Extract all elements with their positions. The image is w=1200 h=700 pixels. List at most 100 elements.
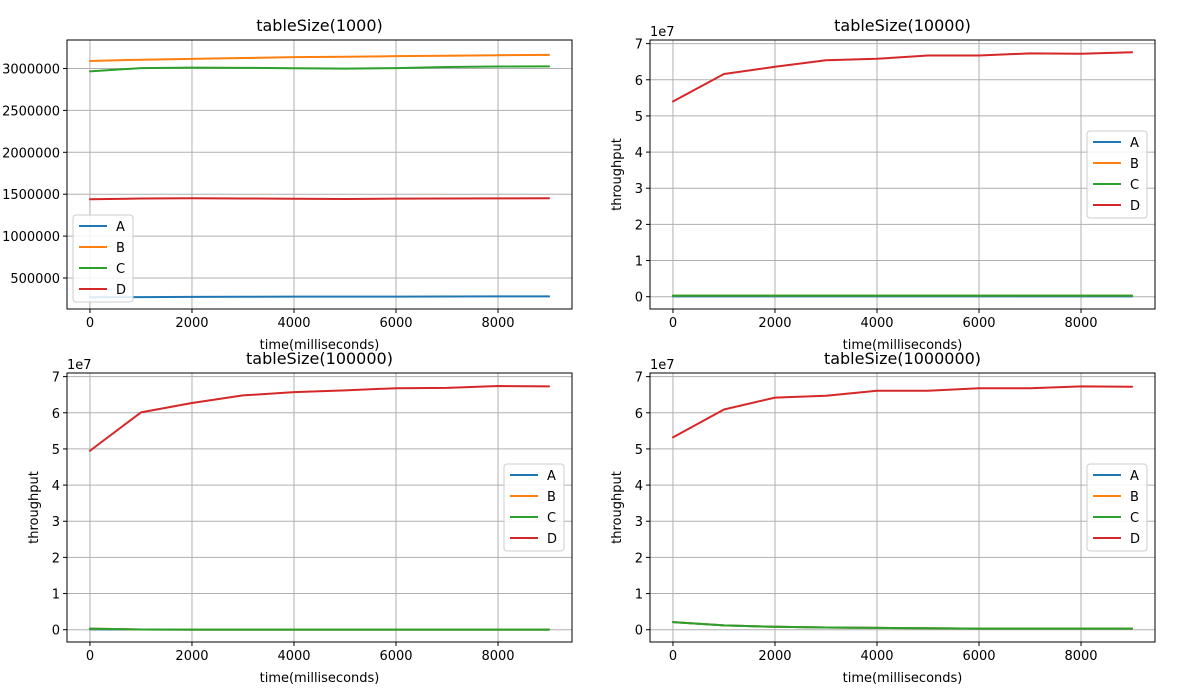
axes-frame	[66, 372, 573, 643]
x-tick-label: 8000	[481, 649, 514, 664]
y-tick-label: 3	[52, 515, 60, 530]
x-tick-label: 4000	[277, 649, 310, 664]
y-tick-label: 7	[635, 371, 643, 386]
axes-frame	[66, 39, 573, 310]
series-line-d	[671, 51, 1134, 103]
y-tick-label: 3	[635, 515, 643, 530]
legend-frame	[1086, 463, 1148, 552]
y-tick-label: 1000000	[2, 230, 60, 245]
y-tick-label: 2500000	[2, 104, 60, 119]
plot-area	[67, 373, 572, 642]
legend-label-b: B	[116, 241, 125, 256]
y-axis-label: throughput	[610, 138, 625, 211]
y-tick-label: 6	[635, 407, 643, 422]
series-line-d	[671, 385, 1134, 439]
chart-panel-4: 0 2000 4000 6000 8000 0 1 2 3 4 5 6 7 tableSize(10000…	[610, 349, 1156, 686]
x-tick-label: 6000	[379, 316, 412, 331]
legend-frame	[1086, 130, 1148, 219]
legend-label-a: A	[116, 220, 125, 235]
y-tick-label: 6	[52, 407, 60, 422]
x-tick-label: 4000	[860, 316, 893, 331]
chart-panel-2: 0 2000 4000 6000 8000 0 1 2 3 4 5 6 7 tableSize(10000…	[610, 16, 1156, 353]
y-tick-label: 1	[52, 588, 60, 603]
chart-title: tableSize(100000)	[246, 349, 393, 368]
y-axis-label: throughput	[27, 471, 42, 544]
y-tick-label: 3	[635, 182, 643, 197]
legend-label-d: D	[547, 532, 557, 547]
x-tick-label: 8000	[1064, 649, 1097, 664]
y-tick-label: 7	[52, 371, 60, 386]
chart-title: tableSize(1000000)	[824, 349, 981, 368]
x-tick-label: 0	[86, 316, 94, 331]
axes-frame	[649, 372, 1156, 643]
x-tick-label: 4000	[277, 316, 310, 331]
legend-label-b: B	[1130, 157, 1139, 172]
y-tick-label: 1	[635, 255, 643, 270]
y-tick-label: 2000000	[2, 146, 60, 161]
legend-label-c: C	[116, 262, 125, 277]
legend-label-c: C	[1130, 511, 1139, 526]
legend-label-a: A	[1130, 469, 1139, 484]
y-tick-label: 5	[52, 443, 60, 458]
plot-area	[67, 40, 572, 309]
series-line-c	[88, 627, 551, 631]
x-axis-label: time(milliseconds)	[843, 671, 963, 686]
x-axis-label: time(milliseconds)	[260, 671, 380, 686]
y-tick-label: 0	[635, 291, 643, 306]
x-tick-label: 6000	[962, 649, 995, 664]
chart-title: tableSize(1000)	[256, 16, 383, 35]
y-tick-label: 5	[635, 110, 643, 125]
y-tick-label: 7	[635, 38, 643, 53]
chart-panel-3: 0 2000 4000 6000 8000 0 1 2 3 4 5 6 7 tableSize(10000…	[27, 349, 573, 686]
series-line-c	[671, 621, 1134, 630]
legend-label-d: D	[1130, 532, 1140, 547]
x-tick-label: 8000	[1064, 316, 1097, 331]
y-offset-label: 1e7	[650, 358, 675, 373]
legend-label-d: D	[116, 283, 126, 298]
x-axis-label: time(milliseconds)	[260, 338, 380, 353]
y-tick-label: 4	[635, 479, 643, 494]
legend-label-a: A	[547, 469, 556, 484]
legend-label-b: B	[1130, 490, 1139, 505]
series-line-b	[88, 53, 551, 62]
y-tick-label: 2	[635, 218, 643, 233]
legend-label-d: D	[1130, 199, 1140, 214]
legend-frame	[503, 463, 565, 552]
y-tick-label: 1500000	[2, 188, 60, 203]
y-tick-label: 4	[635, 146, 643, 161]
x-axis-label: time(milliseconds)	[843, 338, 963, 353]
plot-area	[650, 373, 1155, 642]
x-tick-label: 4000	[860, 649, 893, 664]
chart-title: tableSize(10000)	[834, 16, 971, 35]
legend-label-c: C	[1130, 178, 1139, 193]
x-tick-label: 0	[86, 649, 94, 664]
legend-label-a: A	[1130, 136, 1139, 151]
y-tick-label: 3000000	[2, 62, 60, 77]
x-tick-label: 8000	[481, 316, 514, 331]
axes-frame	[649, 39, 1156, 310]
x-tick-label: 0	[669, 316, 677, 331]
series-line-a	[88, 295, 551, 299]
y-tick-label: 1	[635, 588, 643, 603]
legend-label-b: B	[547, 490, 556, 505]
x-tick-label: 2000	[758, 649, 791, 664]
y-tick-label: 0	[635, 624, 643, 639]
plot-area	[650, 40, 1155, 309]
x-tick-label: 0	[669, 649, 677, 664]
x-tick-label: 6000	[379, 649, 412, 664]
y-tick-label: 4	[52, 479, 60, 494]
y-axis-label: throughput	[610, 471, 625, 544]
series-line-d	[88, 385, 551, 452]
x-tick-label: 2000	[758, 316, 791, 331]
legend-frame	[72, 214, 134, 303]
series-line-c	[88, 65, 551, 73]
series-line-d	[88, 197, 551, 201]
x-tick-label: 2000	[175, 649, 208, 664]
y-tick-label: 6	[635, 74, 643, 89]
y-tick-label: 0	[52, 624, 60, 639]
